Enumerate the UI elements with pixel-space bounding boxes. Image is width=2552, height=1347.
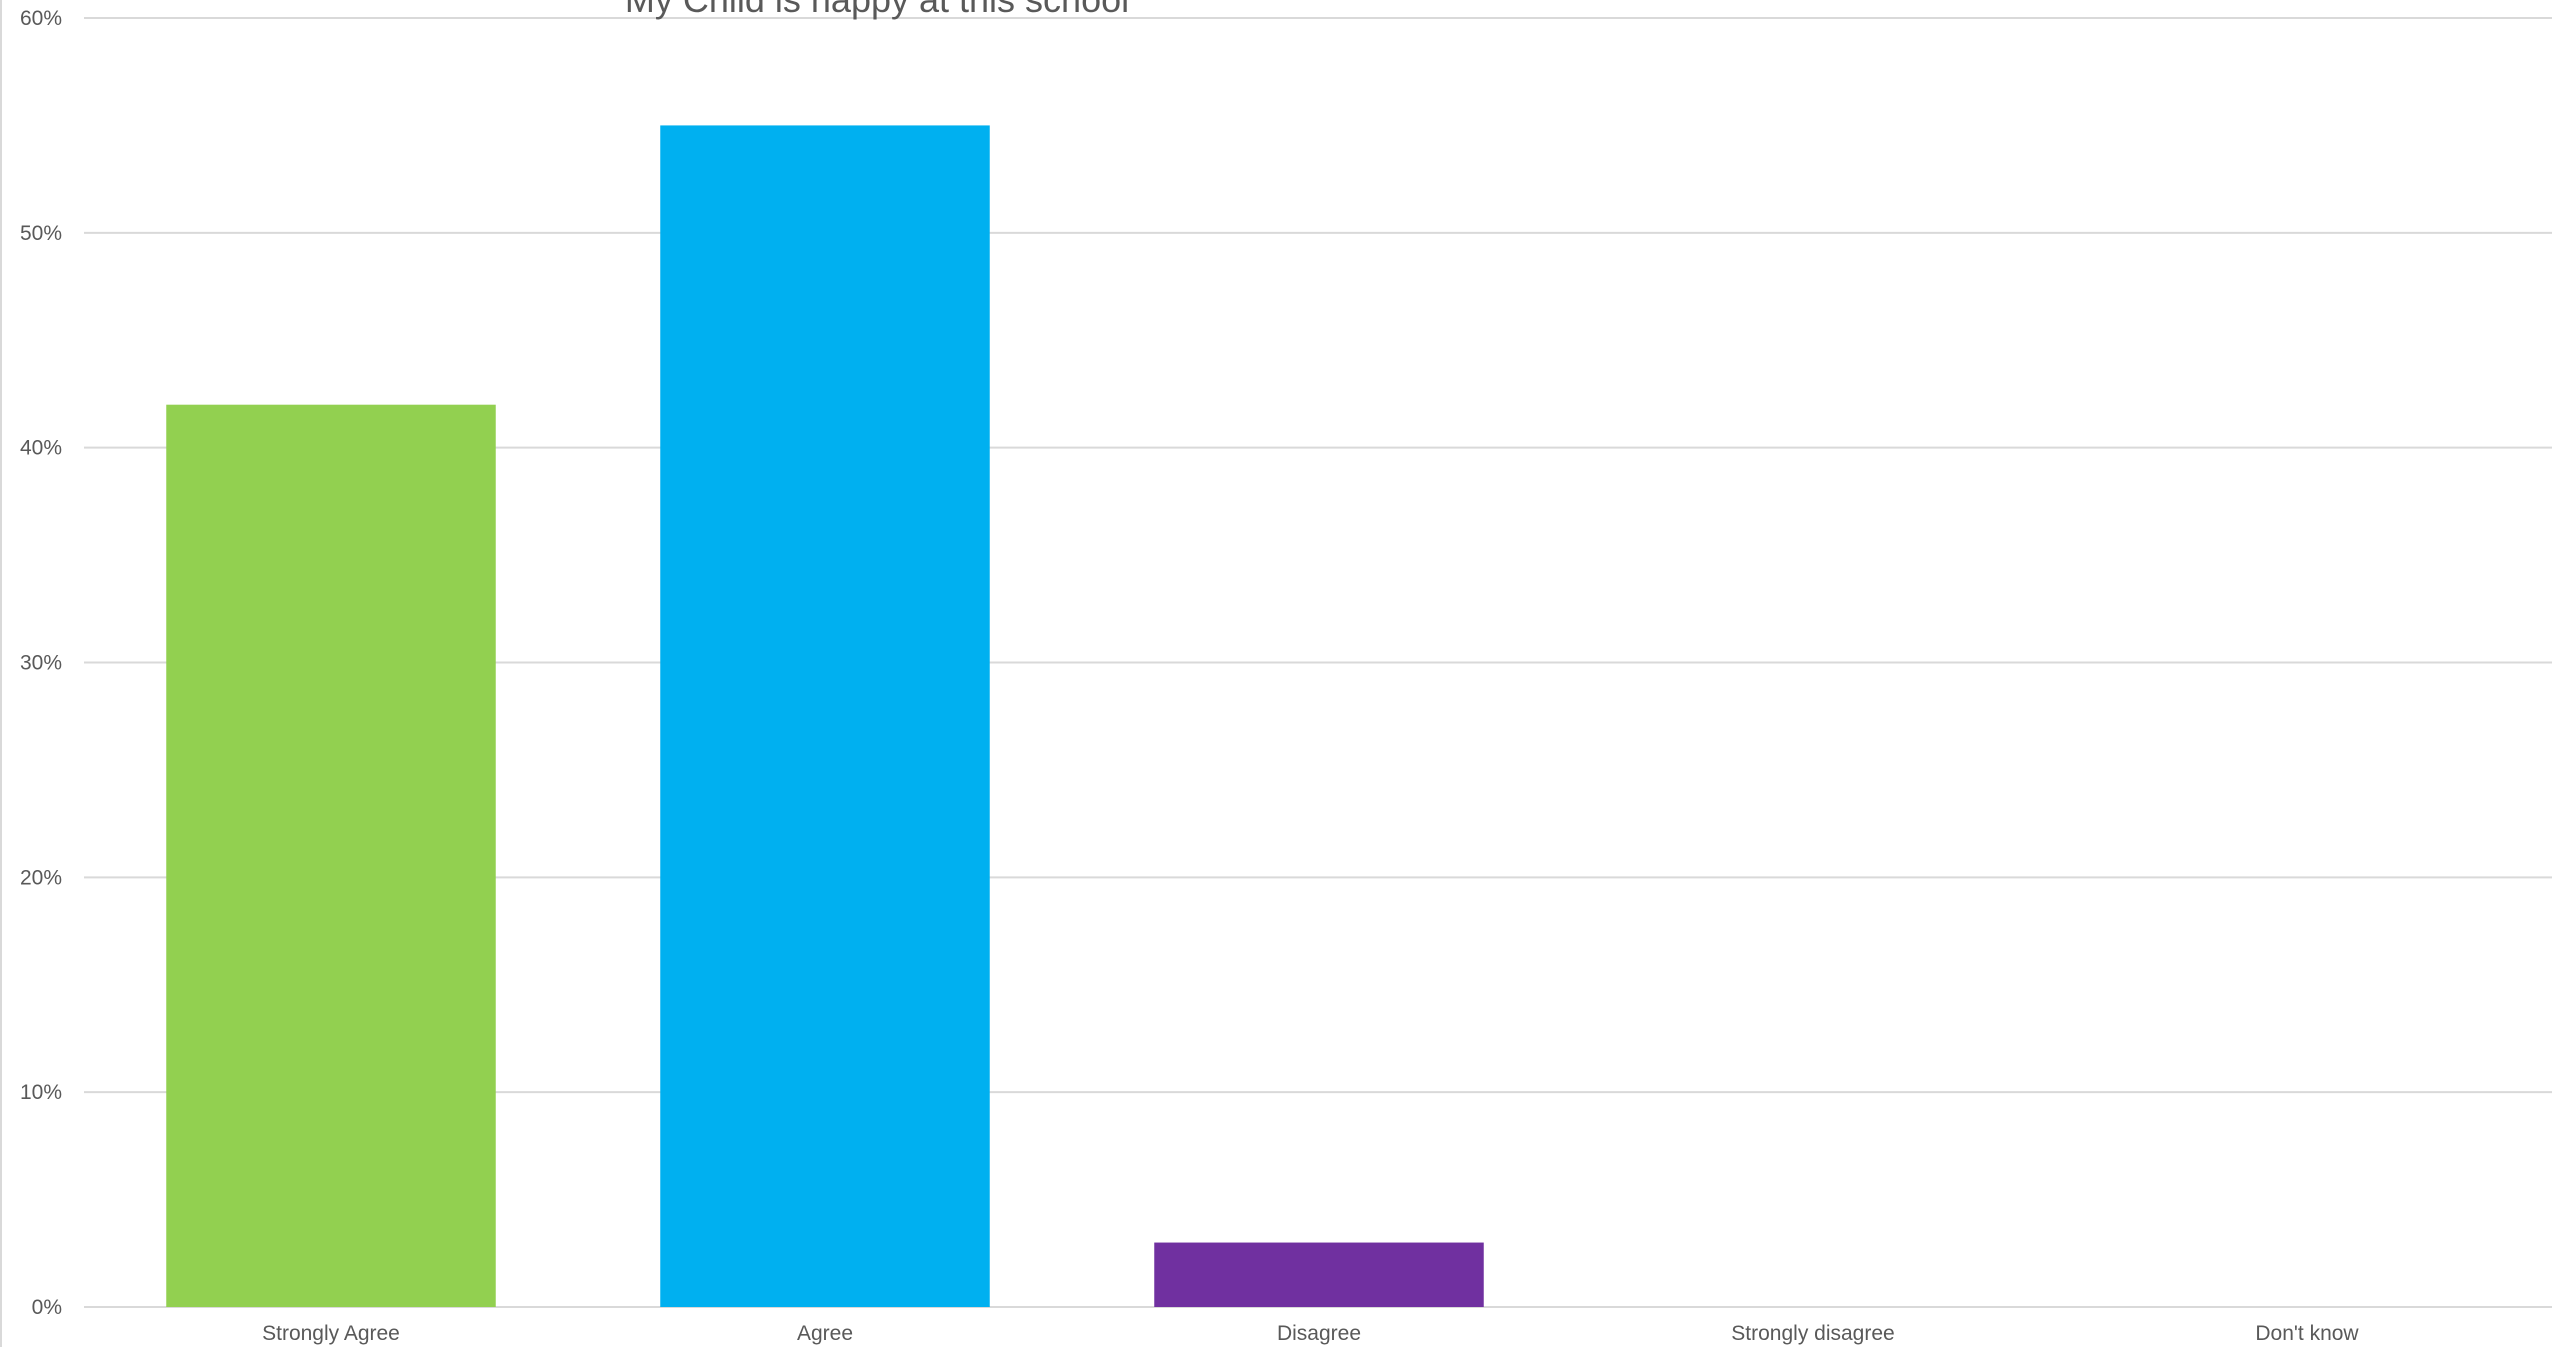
y-tick-label: 10% [20,1081,62,1104]
x-tick-label: Disagree [1277,1322,1361,1345]
x-axis-tick-labels: Strongly Agree Agree Disagree Strongly disa… [262,1322,2359,1345]
x-tick-label: Agree [797,1322,853,1345]
y-tick-label: 30% [20,652,62,675]
bar-agree [660,125,990,1308]
chart-title: My Child is happy at this school [625,0,1129,20]
x-tick-label: Strongly Agree [262,1322,400,1345]
y-tick-label: 50% [20,222,62,245]
y-tick-label: 60% [20,7,62,30]
bars [166,125,1484,1308]
y-tick-label: 40% [20,437,62,460]
y-axis-tick-labels: 0% 10% 20% 30% 40% 50% 60% [20,7,62,1319]
y-tick-label: 20% [20,866,62,889]
y-tick-label: 0% [32,1296,62,1319]
x-tick-label: Don't know [2255,1322,2359,1345]
x-tick-label: Strongly disagree [1731,1322,1894,1345]
bar-strongly-agree [166,404,496,1307]
bar-disagree [1154,1242,1484,1307]
